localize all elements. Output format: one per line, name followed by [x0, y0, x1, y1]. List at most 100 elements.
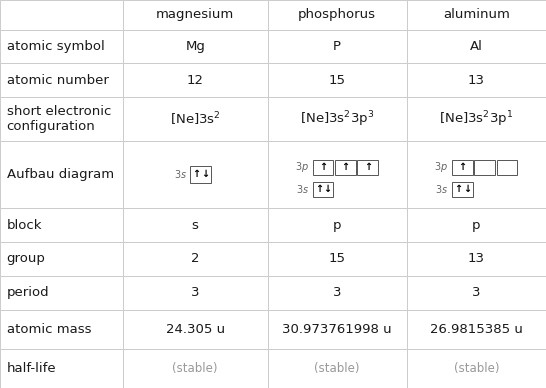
- Bar: [335, 160, 356, 175]
- Text: ↑: ↑: [454, 184, 462, 194]
- Bar: [0, 310, 123, 349]
- Bar: [268, 0, 407, 29]
- Text: (stable): (stable): [454, 362, 499, 375]
- Text: atomic mass: atomic mass: [7, 323, 91, 336]
- Text: P: P: [333, 40, 341, 53]
- Bar: [407, 0, 546, 29]
- Bar: [123, 208, 268, 242]
- Bar: [0, 208, 123, 242]
- Text: ↑: ↑: [314, 184, 323, 194]
- Text: short electronic
configuration: short electronic configuration: [7, 105, 111, 133]
- Text: 3: 3: [333, 286, 341, 300]
- Text: phosphorus: phosphorus: [298, 8, 376, 21]
- Text: $3p$: $3p$: [295, 161, 309, 175]
- Text: Mg: Mg: [185, 40, 205, 53]
- Text: 26.9815385 u: 26.9815385 u: [430, 323, 523, 336]
- Bar: [123, 141, 268, 208]
- Bar: [0, 276, 123, 310]
- Text: 15: 15: [329, 74, 346, 87]
- Text: s: s: [192, 218, 199, 232]
- Bar: [268, 276, 407, 310]
- Bar: [407, 349, 546, 388]
- Text: Aufbau diagram: Aufbau diagram: [7, 168, 114, 181]
- Text: ↑: ↑: [319, 163, 327, 172]
- Bar: [0, 242, 123, 276]
- Bar: [268, 29, 407, 63]
- Text: ↑: ↑: [458, 163, 466, 172]
- Text: magnesium: magnesium: [156, 8, 234, 21]
- Bar: [474, 160, 495, 175]
- Bar: [123, 242, 268, 276]
- Text: ↓: ↓: [323, 184, 331, 194]
- Bar: [0, 141, 123, 208]
- Bar: [407, 276, 546, 310]
- Text: [Ne]3s$^2$: [Ne]3s$^2$: [170, 110, 221, 128]
- Bar: [407, 242, 546, 276]
- Bar: [268, 97, 407, 141]
- Text: 13: 13: [468, 74, 485, 87]
- Text: 12: 12: [187, 74, 204, 87]
- Bar: [0, 29, 123, 63]
- Bar: [313, 182, 334, 197]
- Text: 15: 15: [329, 253, 346, 265]
- Text: 2: 2: [191, 253, 199, 265]
- Text: (stable): (stable): [173, 362, 218, 375]
- Text: [Ne]3s$^2$3p$^3$: [Ne]3s$^2$3p$^3$: [300, 109, 374, 129]
- Text: ↑: ↑: [364, 163, 372, 172]
- Bar: [123, 29, 268, 63]
- Text: $3s$: $3s$: [175, 168, 188, 180]
- Bar: [123, 349, 268, 388]
- Bar: [123, 310, 268, 349]
- Text: $3s$: $3s$: [435, 183, 448, 195]
- Bar: [452, 160, 472, 175]
- Bar: [268, 141, 407, 208]
- Text: (stable): (stable): [314, 362, 360, 375]
- Bar: [123, 97, 268, 141]
- Text: Al: Al: [470, 40, 483, 53]
- Bar: [0, 63, 123, 97]
- Bar: [268, 310, 407, 349]
- Text: half-life: half-life: [7, 362, 56, 375]
- Text: period: period: [7, 286, 49, 300]
- Bar: [407, 97, 546, 141]
- Bar: [313, 160, 334, 175]
- Bar: [123, 276, 268, 310]
- Bar: [497, 160, 518, 175]
- Bar: [268, 63, 407, 97]
- Text: p: p: [333, 218, 341, 232]
- Text: group: group: [7, 253, 45, 265]
- Text: ↑: ↑: [192, 170, 200, 179]
- Text: aluminum: aluminum: [443, 8, 510, 21]
- Bar: [452, 182, 472, 197]
- Text: 3: 3: [472, 286, 480, 300]
- Bar: [268, 242, 407, 276]
- Bar: [0, 97, 123, 141]
- Bar: [407, 310, 546, 349]
- Bar: [190, 166, 211, 183]
- Text: [Ne]3s$^2$3p$^1$: [Ne]3s$^2$3p$^1$: [440, 109, 513, 129]
- Bar: [123, 63, 268, 97]
- Bar: [407, 63, 546, 97]
- Text: 3: 3: [191, 286, 199, 300]
- Text: ↓: ↓: [462, 184, 471, 194]
- Bar: [407, 29, 546, 63]
- Text: 24.305 u: 24.305 u: [165, 323, 225, 336]
- Text: ↓: ↓: [201, 170, 209, 179]
- Bar: [268, 208, 407, 242]
- Text: ↑: ↑: [341, 163, 349, 172]
- Text: 30.973761998 u: 30.973761998 u: [282, 323, 392, 336]
- Bar: [123, 0, 268, 29]
- Bar: [0, 349, 123, 388]
- Bar: [268, 349, 407, 388]
- Text: p: p: [472, 218, 480, 232]
- Bar: [358, 160, 378, 175]
- Text: 13: 13: [468, 253, 485, 265]
- Bar: [407, 208, 546, 242]
- Text: atomic number: atomic number: [7, 74, 109, 87]
- Text: atomic symbol: atomic symbol: [7, 40, 104, 53]
- Text: $3p$: $3p$: [434, 161, 448, 175]
- Text: block: block: [7, 218, 42, 232]
- Bar: [0, 0, 123, 29]
- Text: $3s$: $3s$: [296, 183, 309, 195]
- Bar: [407, 141, 546, 208]
